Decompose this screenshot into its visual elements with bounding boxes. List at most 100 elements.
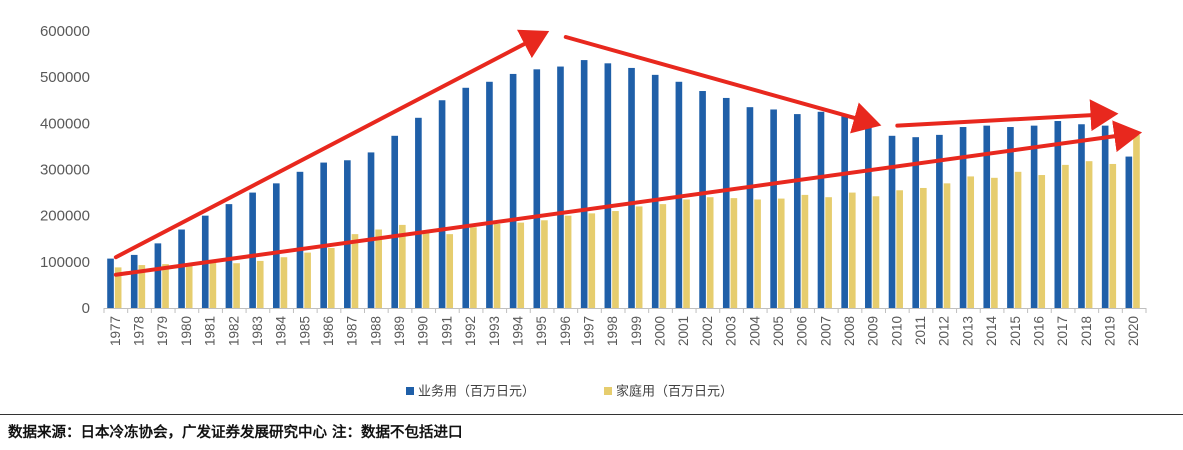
bar-household-use bbox=[1062, 164, 1069, 308]
axes bbox=[103, 308, 1147, 313]
bar-household-use bbox=[588, 213, 596, 308]
x-tick-label: 2013 bbox=[960, 316, 975, 346]
x-tick-label: 2004 bbox=[747, 316, 762, 347]
legend-swatch bbox=[604, 387, 612, 395]
bar-household-use bbox=[541, 220, 548, 308]
bar-household-use bbox=[635, 206, 643, 308]
bar-household-use bbox=[991, 177, 998, 308]
bar-business-use bbox=[699, 91, 706, 309]
x-tick-label: 2014 bbox=[984, 316, 999, 347]
bar-household-use bbox=[470, 227, 477, 308]
bar-household-use bbox=[138, 265, 146, 308]
bar-household-use bbox=[967, 176, 975, 308]
bar-business-use bbox=[178, 229, 185, 308]
x-tick-label: 2007 bbox=[818, 316, 833, 346]
x-tick-label: 2015 bbox=[1008, 316, 1023, 346]
bar-household-use bbox=[1133, 134, 1140, 308]
bar-business-use bbox=[249, 192, 256, 308]
source-note: 数据来源：日本冷冻协会，广发证券发展研究中心 注：数据不包括进口 bbox=[8, 425, 463, 441]
bar-business-use bbox=[154, 243, 162, 308]
y-tick-label: 400000 bbox=[40, 115, 90, 132]
bar-business-use bbox=[462, 87, 470, 308]
bar-business-use bbox=[983, 125, 991, 309]
x-tick-label: 1985 bbox=[297, 316, 312, 346]
bar-household-use bbox=[896, 190, 903, 308]
bar-household-use bbox=[659, 204, 667, 308]
trend-arrow bbox=[895, 99, 1119, 132]
bar-business-use bbox=[580, 60, 588, 309]
x-tick-label: 2009 bbox=[866, 316, 881, 346]
x-tick-label: 1977 bbox=[108, 316, 123, 346]
trend-arrow bbox=[563, 35, 882, 134]
bar-business-use bbox=[651, 74, 659, 308]
y-tick-label: 300000 bbox=[40, 162, 90, 179]
x-tick-label: 2006 bbox=[795, 316, 810, 346]
y-axis-tick-labels: 0 100000 200000 300000 400000 500000 600000 bbox=[40, 23, 90, 317]
bar-household-use bbox=[1014, 171, 1022, 308]
bar-business-use bbox=[746, 107, 754, 308]
trend-arrows bbox=[113, 29, 1143, 277]
bar-business-use bbox=[107, 258, 114, 308]
bar-chart: 0 100000 200000 300000 400000 500000 600000 19… bbox=[40, 23, 1147, 400]
bar-business-use bbox=[865, 125, 872, 309]
y-tick-label: 200000 bbox=[40, 208, 90, 225]
bar-household-use bbox=[683, 199, 690, 308]
y-tick-label: 100000 bbox=[40, 254, 90, 271]
x-tick-label: 1981 bbox=[203, 316, 218, 346]
bar-household-use bbox=[1085, 161, 1093, 308]
bar-business-use bbox=[509, 73, 517, 308]
x-tick-label: 1988 bbox=[368, 316, 383, 346]
bar-household-use bbox=[162, 264, 169, 308]
x-tick-label: 1980 bbox=[179, 316, 194, 346]
bar-household-use bbox=[327, 247, 335, 308]
x-tick-label: 2003 bbox=[724, 316, 739, 346]
x-tick-label: 2005 bbox=[771, 316, 786, 346]
x-tick-label: 1991 bbox=[439, 316, 454, 346]
bar-business-use bbox=[296, 171, 304, 308]
bar-household-use bbox=[564, 215, 572, 308]
bar-household-use bbox=[754, 199, 761, 308]
x-tick-label: 1990 bbox=[416, 316, 431, 346]
bar-business-use bbox=[912, 137, 920, 308]
legend-label: 家庭用（百万日元） bbox=[616, 384, 733, 400]
bar-household-use bbox=[185, 263, 193, 308]
bar-business-use bbox=[367, 152, 375, 308]
trend-arrow bbox=[113, 29, 550, 260]
x-tick-label: 1997 bbox=[581, 316, 596, 346]
x-tick-label: 1983 bbox=[250, 316, 265, 346]
bar-business-use bbox=[1054, 121, 1062, 309]
y-tick-label: 600000 bbox=[40, 23, 90, 40]
y-tick-label: 500000 bbox=[40, 69, 90, 86]
bar-business-use bbox=[344, 160, 351, 308]
bar-household-use bbox=[256, 260, 264, 308]
x-tick-label: 2010 bbox=[889, 316, 904, 346]
bar-household-use bbox=[233, 263, 240, 308]
x-tick-label: 1996 bbox=[558, 316, 573, 346]
bar-business-use bbox=[391, 135, 399, 308]
legend: 业务用（百万日元） 家庭用（百万日元） bbox=[406, 384, 733, 400]
bar-business-use bbox=[272, 183, 280, 308]
bar-business-use bbox=[841, 116, 848, 309]
x-tick-label: 1984 bbox=[274, 316, 289, 347]
footer-divider bbox=[0, 414, 1183, 415]
bar-business-use bbox=[628, 67, 635, 308]
x-tick-label: 1994 bbox=[510, 316, 525, 347]
x-axis-tick-labels: 1977 1978 1979 1980 1981 1982 1983 1984 1985 1986… bbox=[108, 316, 1141, 347]
trend-arrow bbox=[113, 120, 1143, 277]
legend-label: 业务用（百万日元） bbox=[418, 384, 535, 400]
bar-household-use bbox=[825, 197, 832, 308]
x-tick-label: 2011 bbox=[913, 316, 928, 345]
x-tick-label: 2020 bbox=[1126, 316, 1141, 346]
x-tick-label: 1978 bbox=[132, 316, 147, 346]
x-tick-label: 2001 bbox=[676, 316, 691, 346]
x-tick-label: 1982 bbox=[226, 316, 241, 346]
bar-household-use bbox=[1038, 175, 1046, 308]
bars bbox=[107, 60, 1140, 309]
bar-household-use bbox=[943, 183, 951, 308]
bar-business-use bbox=[415, 117, 422, 308]
bar-business-use bbox=[959, 127, 967, 308]
bar-household-use bbox=[706, 197, 714, 308]
x-tick-label: 1995 bbox=[534, 316, 549, 346]
bar-business-use bbox=[1078, 124, 1085, 308]
bar-household-use bbox=[777, 198, 785, 308]
